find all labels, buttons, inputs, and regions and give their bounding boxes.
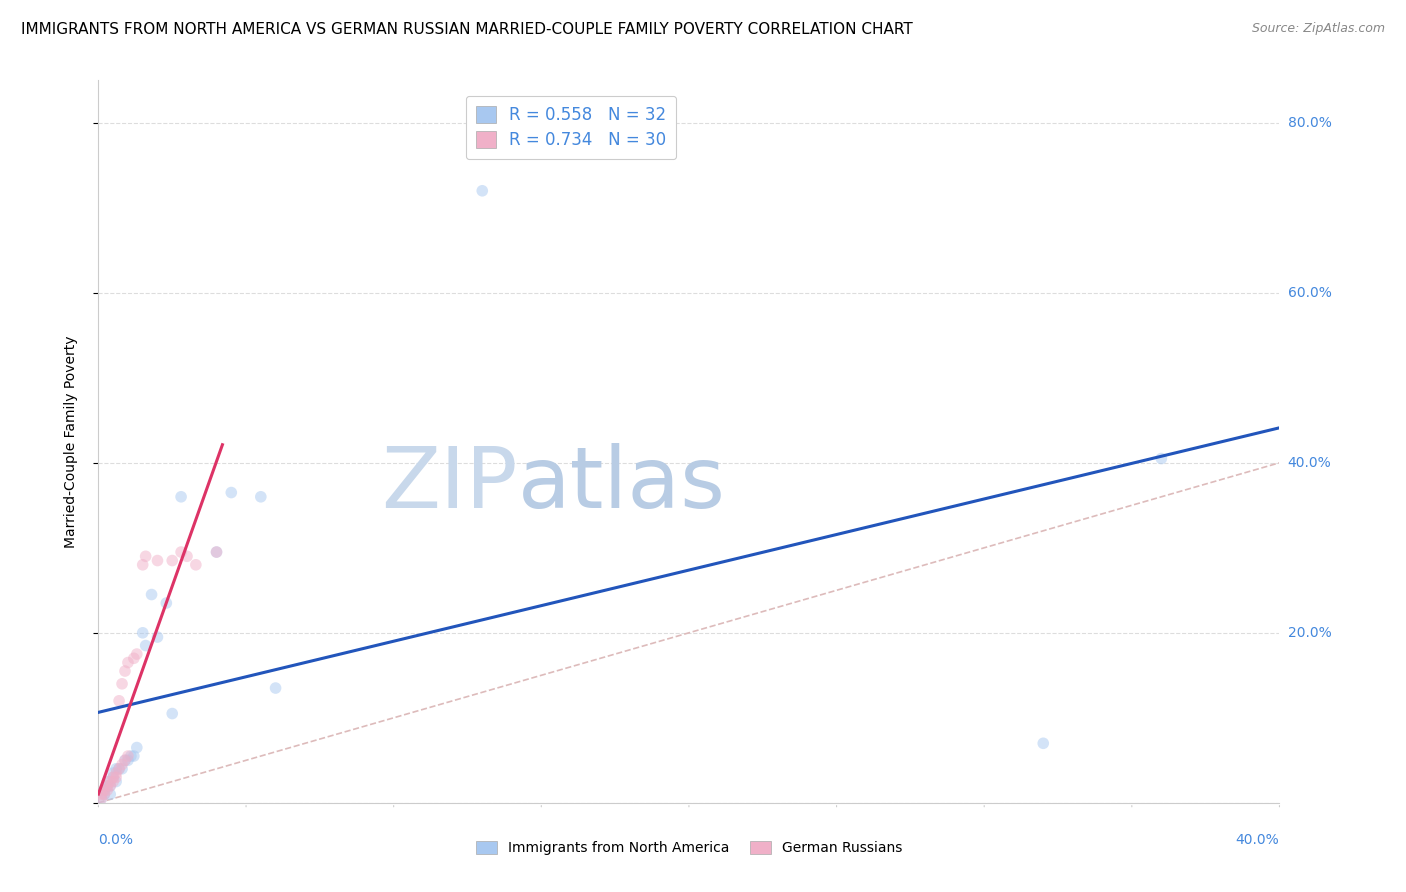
Point	[114, 753, 136, 767]
Legend: Immigrants from North America, German Russians: Immigrants from North America, German Ru…	[470, 836, 908, 861]
Text: 20.0%: 20.0%	[1288, 626, 1331, 640]
Point	[114, 664, 136, 678]
Point	[205, 545, 228, 559]
Text: 60.0%: 60.0%	[1288, 285, 1331, 300]
Point	[103, 774, 125, 789]
Text: Source: ZipAtlas.com: Source: ZipAtlas.com	[1251, 22, 1385, 36]
Point	[93, 787, 115, 801]
Point	[155, 596, 177, 610]
Point	[135, 549, 157, 564]
Point	[108, 762, 131, 776]
Point	[264, 681, 287, 695]
Point	[132, 558, 155, 572]
Text: atlas: atlas	[517, 443, 725, 526]
Text: 40.0%: 40.0%	[1288, 456, 1331, 470]
Point	[146, 553, 169, 567]
Point	[141, 588, 163, 602]
Point	[117, 753, 139, 767]
Point	[132, 625, 155, 640]
Point	[146, 630, 169, 644]
Point	[90, 787, 112, 801]
Point	[122, 749, 145, 764]
Text: IMMIGRANTS FROM NORTH AMERICA VS GERMAN RUSSIAN MARRIED-COUPLE FAMILY POVERTY CO: IMMIGRANTS FROM NORTH AMERICA VS GERMAN …	[21, 22, 912, 37]
Point	[125, 740, 148, 755]
Point	[98, 774, 121, 789]
Point	[1032, 736, 1054, 750]
Point	[93, 787, 115, 801]
Point	[98, 787, 121, 801]
Point	[111, 762, 134, 776]
Point	[170, 545, 193, 559]
Point	[184, 558, 207, 572]
Point	[93, 783, 115, 797]
Point	[221, 485, 243, 500]
Point	[162, 553, 183, 567]
Point	[96, 774, 118, 789]
Point	[135, 639, 157, 653]
Point	[108, 762, 131, 776]
Point	[162, 706, 183, 721]
Point	[105, 770, 128, 784]
Point	[108, 694, 131, 708]
Point	[96, 779, 118, 793]
Point	[117, 656, 139, 670]
Point	[114, 753, 136, 767]
Point	[122, 651, 145, 665]
Point	[471, 184, 494, 198]
Point	[250, 490, 273, 504]
Point	[105, 766, 128, 780]
Point	[105, 774, 128, 789]
Point	[111, 757, 134, 772]
Point	[111, 677, 134, 691]
Text: 80.0%: 80.0%	[1288, 116, 1331, 129]
Point	[205, 545, 228, 559]
Point	[103, 770, 125, 784]
Point	[98, 779, 121, 793]
Point	[103, 766, 125, 780]
Point	[90, 791, 112, 805]
Point	[96, 779, 118, 793]
Point	[1150, 451, 1173, 466]
Point	[103, 770, 125, 784]
Text: 40.0%: 40.0%	[1236, 833, 1279, 847]
Point	[117, 749, 139, 764]
Point	[96, 783, 118, 797]
Point	[90, 791, 112, 805]
Y-axis label: Married-Couple Family Poverty: Married-Couple Family Poverty	[63, 335, 77, 548]
Point	[98, 779, 121, 793]
Point	[105, 762, 128, 776]
Point	[125, 647, 148, 661]
Point	[170, 490, 193, 504]
Text: 0.0%: 0.0%	[98, 833, 134, 847]
Point	[120, 749, 142, 764]
Point	[176, 549, 198, 564]
Text: ZIP: ZIP	[381, 443, 517, 526]
Point	[93, 783, 115, 797]
